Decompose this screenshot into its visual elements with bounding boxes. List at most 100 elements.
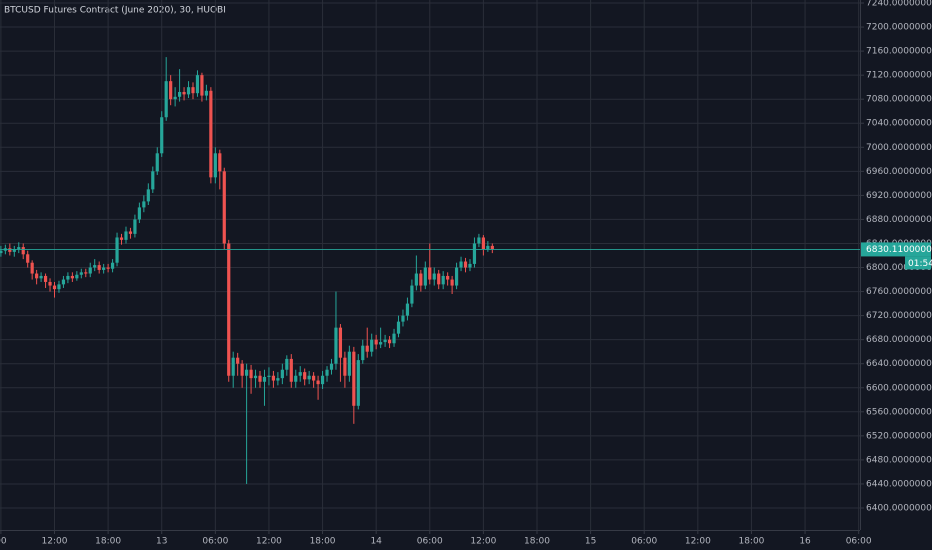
candle-body bbox=[383, 339, 387, 343]
y-tick-label: 6440.00000000 bbox=[866, 479, 932, 489]
candle-body bbox=[392, 333, 396, 344]
candle-body bbox=[173, 96, 177, 100]
candle-body bbox=[325, 369, 329, 376]
candle-body bbox=[423, 267, 427, 286]
y-tick-label: 7080.00000000 bbox=[866, 95, 932, 105]
candle-body bbox=[401, 315, 405, 322]
candle-body bbox=[26, 254, 30, 263]
candle-body bbox=[441, 275, 445, 285]
candle-body bbox=[52, 285, 57, 290]
candle-body bbox=[151, 171, 155, 190]
candle-body bbox=[12, 249, 16, 252]
countdown-box bbox=[905, 256, 931, 270]
candle-body bbox=[119, 237, 124, 240]
y-tick-label: 6960.00000000 bbox=[866, 167, 932, 177]
candle-body bbox=[454, 267, 459, 286]
candle-body bbox=[459, 261, 463, 268]
candle-body bbox=[146, 189, 150, 202]
candle-body bbox=[240, 363, 244, 376]
candle-body bbox=[387, 339, 392, 344]
candle-body bbox=[352, 351, 356, 406]
candle-body bbox=[249, 369, 253, 379]
y-tick-label: 6480.00000000 bbox=[866, 455, 932, 465]
candle-body bbox=[419, 273, 423, 286]
candle-body bbox=[191, 87, 195, 94]
x-tick-label: 16 bbox=[799, 537, 811, 547]
x-tick-label: 00 bbox=[0, 537, 7, 547]
candle-body bbox=[374, 339, 378, 345]
candle-body bbox=[209, 90, 213, 178]
y-tick-label: 6400.00000000 bbox=[866, 503, 932, 513]
candle-body bbox=[102, 267, 106, 270]
candle-body bbox=[186, 87, 191, 95]
candle-body bbox=[84, 272, 88, 274]
candle-body bbox=[253, 375, 258, 379]
candle-body bbox=[182, 91, 186, 95]
candle-body bbox=[267, 375, 271, 377]
x-tick-label: 18:00 bbox=[524, 537, 550, 547]
x-tick-label: 06:00 bbox=[631, 537, 657, 547]
x-tick-label: 06:00 bbox=[846, 537, 872, 547]
candle-body bbox=[329, 363, 334, 370]
x-tick-label: 12:00 bbox=[256, 537, 282, 547]
candle-body bbox=[356, 360, 360, 406]
candle-body bbox=[218, 153, 222, 172]
x-tick-label: 18:00 bbox=[95, 537, 121, 547]
y-tick-label: 6920.00000000 bbox=[866, 191, 932, 201]
candle-body bbox=[463, 261, 468, 268]
x-tick-label: 06:00 bbox=[417, 537, 443, 547]
chart-title: BTCUSD Futures Contract (June 2020), 30,… bbox=[4, 6, 226, 16]
candle-body bbox=[204, 90, 208, 96]
candle-body bbox=[316, 380, 320, 385]
candle-body bbox=[231, 357, 235, 376]
candle-body bbox=[110, 262, 115, 269]
candle-body bbox=[414, 273, 418, 286]
candle-body bbox=[97, 265, 101, 270]
candle-body bbox=[370, 339, 374, 352]
candle-body bbox=[30, 262, 34, 274]
candle-body bbox=[66, 275, 70, 280]
last-price-box bbox=[861, 242, 931, 257]
candle-body bbox=[48, 281, 52, 286]
candle-body bbox=[405, 303, 410, 316]
candle-body bbox=[361, 345, 365, 361]
y-tick-label: 6720.00000000 bbox=[866, 311, 932, 321]
candle-body bbox=[200, 75, 204, 96]
candle-body bbox=[365, 345, 369, 352]
candle-body bbox=[320, 375, 325, 385]
y-tick-label: 7120.00000000 bbox=[866, 71, 932, 81]
candle-body bbox=[245, 369, 249, 376]
candle-body bbox=[285, 358, 289, 370]
candle-body bbox=[446, 275, 450, 280]
candle-body bbox=[450, 279, 454, 286]
candle-body bbox=[70, 275, 74, 279]
candle-body bbox=[88, 267, 92, 274]
candle-body bbox=[410, 285, 414, 304]
candle-body bbox=[307, 375, 311, 380]
candle-body bbox=[0, 250, 3, 254]
candle-body bbox=[195, 75, 200, 94]
candle-body bbox=[468, 263, 472, 268]
candle-body bbox=[142, 201, 146, 208]
plot bbox=[0, 57, 494, 484]
candle-body bbox=[57, 284, 61, 290]
candle-body bbox=[115, 237, 119, 263]
countdown-label: 01:54 bbox=[908, 259, 932, 269]
candle-body bbox=[303, 372, 307, 380]
candle-body bbox=[338, 327, 343, 358]
y-tick-label: 6800.00000000 bbox=[866, 263, 932, 273]
candle-body bbox=[93, 265, 97, 268]
candle-body bbox=[137, 207, 141, 220]
candle-body bbox=[472, 243, 477, 264]
x-tick-label: 12:00 bbox=[685, 537, 711, 547]
candle-body bbox=[379, 342, 383, 345]
candle-body bbox=[39, 275, 43, 279]
candle-body bbox=[213, 153, 217, 178]
candle-body bbox=[79, 272, 83, 275]
candle-body bbox=[164, 81, 168, 118]
candle-body bbox=[312, 375, 316, 381]
candle-body bbox=[347, 351, 351, 376]
x-tick-label: 15 bbox=[585, 537, 596, 547]
y-tick-label: 6760.00000000 bbox=[866, 287, 932, 297]
candle-body bbox=[477, 237, 481, 244]
